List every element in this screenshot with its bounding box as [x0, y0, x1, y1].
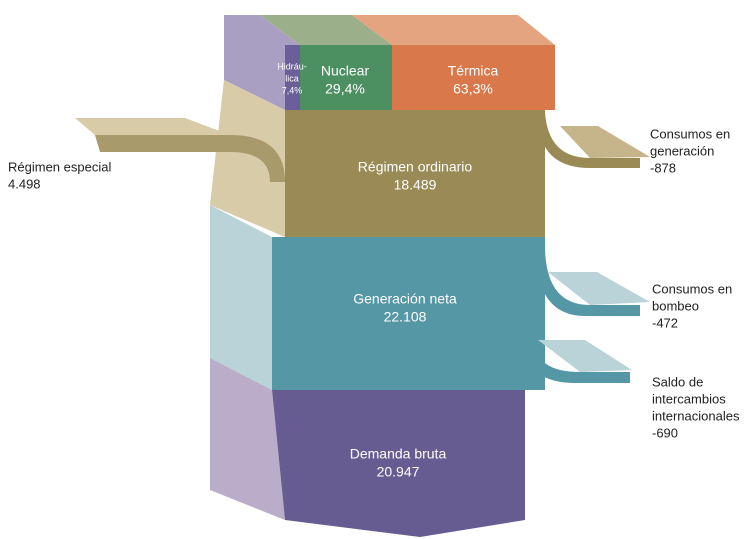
saldo-intercambios-label: Saldo de [652, 374, 703, 389]
neta-side [210, 205, 272, 390]
consumos-generacion-label: generación [650, 143, 714, 158]
termica-top [352, 15, 555, 45]
cons-gen-top [560, 126, 650, 158]
hidraulica-top [224, 15, 300, 45]
regimen-ordinario-label: Régimen ordinario [358, 159, 473, 175]
nuclear-front [300, 45, 392, 110]
hidraulica-label: Hidráu- [277, 61, 307, 71]
consumos-generacion-label: -878 [650, 160, 676, 175]
saldo-intercambios-label: internacionales [652, 408, 740, 423]
demanda-bruta-label: Demanda bruta [350, 446, 447, 462]
consumos-bombeo-label: Consumos en [652, 281, 732, 296]
regimen-especial-label: 4.498 [8, 176, 41, 191]
termica-label: 63,3% [453, 81, 493, 97]
ordinario-side [210, 80, 285, 237]
hidraulica-label: lica [285, 73, 299, 83]
nuclear-top [260, 15, 392, 45]
regimen-ordinario-label: 18.489 [394, 177, 437, 193]
generacion-neta-label: Generación neta [353, 291, 457, 307]
especial-top [75, 118, 230, 135]
hidraulica-side [224, 15, 285, 110]
labels: Hidráu-lica 7,4% Nuclear 29,4% Térmica 63,3% R… [8, 61, 740, 479]
demanda-front [272, 390, 525, 537]
ordinario-front [285, 110, 545, 237]
demanda-side [210, 358, 285, 520]
saldo-intercambios-label: intercambios [652, 391, 726, 406]
saldo-intercambios-label: -690 [652, 425, 678, 440]
demanda-bruta-label: 20.947 [377, 464, 420, 480]
consumos-generacion-label: Consumos en [650, 126, 730, 141]
nuclear-label: 29,4% [325, 81, 365, 97]
neta-front [272, 237, 545, 390]
regimen-especial-label: Régimen especial [8, 159, 111, 174]
consumos-bombeo-label: -472 [652, 315, 678, 330]
hidraulica-label: 7,4% [282, 85, 303, 95]
shapes [75, 15, 650, 537]
termica-front [392, 45, 555, 110]
hidraulica-front [285, 45, 300, 110]
saldo-top [538, 340, 632, 372]
termica-label: Térmica [448, 63, 499, 79]
especial-band [95, 135, 285, 182]
nuclear-label: Nuclear [321, 63, 370, 79]
bombeo-band [535, 245, 640, 316]
cons-gen-band [538, 112, 640, 168]
consumos-bombeo-label: bombeo [652, 298, 699, 313]
saldo-band [525, 340, 630, 383]
generacion-neta-label: 22.108 [384, 309, 427, 325]
bombeo-top [548, 272, 650, 305]
